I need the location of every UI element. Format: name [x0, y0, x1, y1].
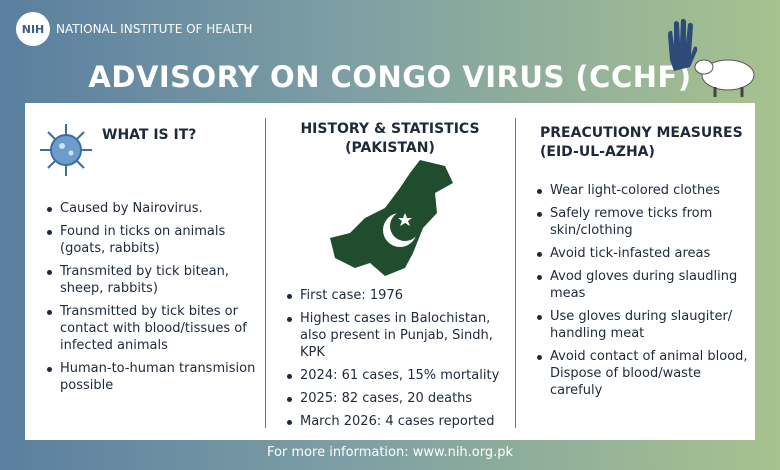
bullet-item: March 2026: 4 cases reported	[285, 413, 513, 430]
bullet-item: Transmitted by tick bites or contact wit…	[45, 303, 260, 354]
bullet-list: Wear light-colored clothes Safely remove …	[535, 182, 750, 405]
bullet-list: Caused by Nairovirus. Found in ticks on a…	[45, 200, 260, 400]
pakistan-map	[330, 160, 453, 276]
bullet-item: Caused by Nairovirus.	[45, 200, 260, 217]
glove-sheep-icon	[668, 18, 755, 97]
bullet-item: Wear light-colored clothes	[535, 182, 750, 199]
bullet-item: Avoid contact of animal blood, Dispose o…	[535, 348, 750, 399]
bullet-item: Safely remove ticks from skin/clothing	[535, 205, 750, 239]
bullet-item: Avoid tick-infasted areas	[535, 245, 750, 262]
bullet-item: Transmited by tick bitean, sheep, rabbit…	[45, 263, 260, 297]
bullet-item: 2024: 61 cases, 15% mortality	[285, 367, 513, 384]
bullet-item: Found in ticks on animals (goats, rabbit…	[45, 223, 260, 257]
bullet-item: Avod gloves during slaudling meas	[535, 268, 750, 302]
bullet-item: Use gloves during slaugiter/ handling me…	[535, 308, 750, 342]
title: ADVISORY ON CONGO VIRUS (CCHF)	[88, 60, 692, 94]
bullet-item: 2025: 82 cases, 20 deaths	[285, 390, 513, 407]
bullet-list: First case: 1976 Highest cases in Balochi…	[285, 287, 513, 436]
org-name: NATIONAL INSTITUTE OF HEALTH	[56, 22, 253, 36]
logo: NIH	[16, 12, 50, 46]
column-title: WHAT IS IT?	[102, 127, 197, 143]
bullet-item: First case: 1976	[285, 287, 513, 304]
divider	[265, 118, 266, 428]
column-title: HISTORY & STATISTICS (PAKISTAN)	[300, 121, 480, 156]
divider	[515, 118, 516, 428]
footer: For more information: www.nih.org.pk	[266, 445, 514, 460]
column-title: PREACUTIONY MEASURES (EID-UL-AZHA)	[540, 125, 743, 160]
bullet-item: Human-to-human transmision possible	[45, 360, 260, 394]
bullet-item: Highest cases in Balochistan, also prese…	[285, 310, 513, 361]
virus-icon	[40, 124, 92, 176]
